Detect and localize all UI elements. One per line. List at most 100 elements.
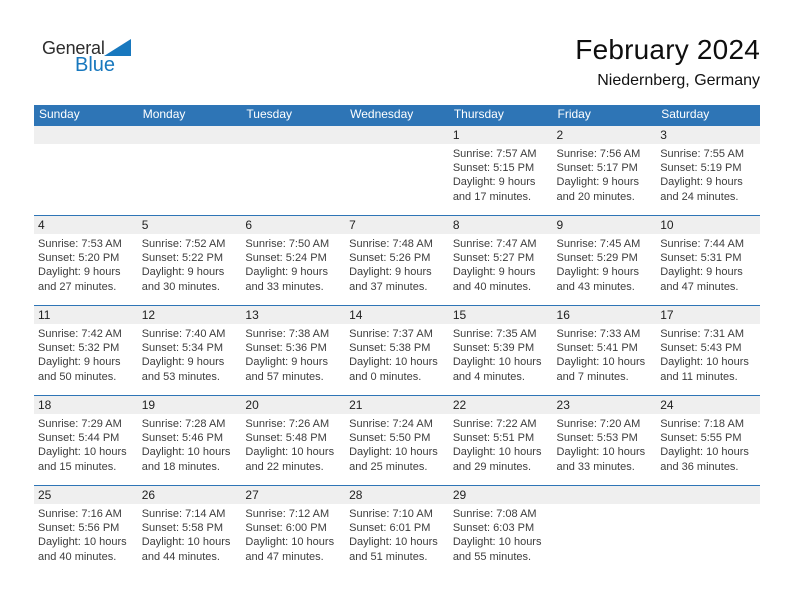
cell-body: Sunrise: 7:47 AM Sunset: 5:27 PM Daylight:… [449, 234, 553, 295]
date-strip: 6 [241, 215, 346, 234]
day-cell-empty [34, 124, 138, 215]
cell-body: Sunrise: 7:57 AM Sunset: 5:15 PM Daylight:… [449, 144, 553, 205]
date-strip: 11 [34, 305, 138, 324]
sunrise-text: Sunrise: 7:24 AM [349, 417, 433, 430]
day-cell-empty [552, 484, 657, 575]
day-cell: 21 Sunrise: 7:24 AM Sunset: 5:50 PM Dayligh… [345, 394, 449, 485]
date-strip: 27 [241, 485, 346, 504]
sunrise-text: Sunrise: 7:40 AM [141, 327, 226, 340]
cell-body: Sunrise: 7:42 AM Sunset: 5:32 PM Daylight:… [34, 324, 138, 385]
day-cell: 7 Sunrise: 7:48 AM Sunset: 5:26 PM Daylight… [345, 214, 449, 305]
daylight-text: Daylight: 10 hours and 11 minutes. [660, 356, 749, 383]
day-cell: 12 Sunrise: 7:40 AM Sunset: 5:34 PM Dayligh… [137, 304, 242, 395]
calendar-body: 1 Sunrise: 7:57 AM Sunset: 5:15 PM Daylight… [34, 124, 760, 575]
calendar-table: Sunday Monday Tuesday Wednesday Thursday… [34, 105, 760, 575]
cell-body: Sunrise: 7:52 AM Sunset: 5:22 PM Daylight:… [138, 234, 242, 295]
date-number: 1 [452, 127, 460, 142]
date-number: 27 [245, 487, 259, 502]
sunrise-text: Sunrise: 7:57 AM [452, 147, 537, 160]
day-header-friday: Friday [552, 105, 657, 125]
date-strip [552, 485, 657, 504]
date-strip: 8 [448, 215, 553, 234]
day-cell: 23 Sunrise: 7:20 AM Sunset: 5:53 PM Dayligh… [552, 394, 657, 485]
day-cell-empty [241, 124, 346, 215]
sunrise-text: Sunrise: 7:31 AM [660, 327, 744, 340]
date-number: 4 [38, 217, 45, 232]
sunset-text: Sunset: 6:01 PM [349, 521, 431, 534]
date-strip: 2 [552, 125, 657, 144]
cell-body: Sunrise: 7:33 AM Sunset: 5:41 PM Daylight:… [553, 324, 657, 385]
date-strip: 18 [34, 395, 138, 414]
sunset-text: Sunset: 5:20 PM [38, 251, 120, 264]
day-cell: 18 Sunrise: 7:29 AM Sunset: 5:44 PM Dayligh… [34, 394, 138, 485]
sunset-text: Sunset: 5:41 PM [556, 341, 638, 354]
day-cell: 8 Sunrise: 7:47 AM Sunset: 5:27 PM Daylight… [448, 214, 553, 305]
sunset-text: Sunset: 5:46 PM [141, 431, 224, 444]
date-number: 12 [141, 307, 156, 322]
sunrise-text: Sunrise: 7:38 AM [245, 327, 330, 340]
day-cell: 27 Sunrise: 7:12 AM Sunset: 6:00 PM Dayligh… [241, 484, 346, 575]
sunset-text: Sunset: 5:50 PM [349, 431, 431, 444]
sunset-text: Sunset: 5:19 PM [660, 161, 742, 174]
date-number: 11 [38, 307, 51, 322]
logo-triangle-icon [104, 39, 131, 61]
sunset-text: Sunset: 5:44 PM [38, 431, 120, 444]
cell-body: Sunrise: 7:38 AM Sunset: 5:36 PM Daylight:… [241, 324, 345, 385]
sunrise-text: Sunrise: 7:56 AM [556, 147, 641, 160]
day-cell: 16 Sunrise: 7:33 AM Sunset: 5:41 PM Dayligh… [552, 304, 657, 395]
date-strip: 17 [656, 305, 760, 324]
sunset-text: Sunset: 5:36 PM [245, 341, 327, 354]
day-cell: 5 Sunrise: 7:52 AM Sunset: 5:22 PM Daylight… [137, 214, 242, 305]
date-strip: 4 [34, 215, 138, 234]
sunrise-text: Sunrise: 7:44 AM [660, 237, 744, 250]
date-number: 7 [349, 217, 356, 232]
daylight-text: Daylight: 9 hours and 40 minutes. [452, 266, 536, 293]
daylight-text: Daylight: 10 hours and 7 minutes. [556, 356, 646, 383]
day-cell: 15 Sunrise: 7:35 AM Sunset: 5:39 PM Dayligh… [448, 304, 553, 395]
sunset-text: Sunset: 5:43 PM [660, 341, 742, 354]
cell-body: Sunrise: 7:08 AM Sunset: 6:03 PM Daylight:… [449, 504, 553, 565]
daylight-text: Daylight: 9 hours and 27 minutes. [38, 266, 121, 293]
cell-body: Sunrise: 7:45 AM Sunset: 5:29 PM Daylight:… [553, 234, 657, 295]
date-strip: 3 [656, 125, 760, 144]
day-cell: 9 Sunrise: 7:45 AM Sunset: 5:29 PM Daylight… [552, 214, 657, 305]
sunrise-text: Sunrise: 7:10 AM [349, 507, 433, 520]
sunrise-text: Sunrise: 7:42 AM [38, 327, 122, 340]
cell-body [656, 504, 760, 507]
sunrise-text: Sunrise: 7:35 AM [452, 327, 537, 340]
sunset-text: Sunset: 5:38 PM [349, 341, 431, 354]
day-header-wednesday: Wednesday [345, 105, 449, 125]
day-cell: 29 Sunrise: 7:08 AM Sunset: 6:03 PM Dayligh… [448, 484, 553, 575]
cell-body: Sunrise: 7:14 AM Sunset: 5:58 PM Daylight:… [138, 504, 242, 565]
day-header-sunday: Sunday [34, 105, 138, 125]
sunset-text: Sunset: 5:15 PM [452, 161, 535, 174]
cell-body: Sunrise: 7:22 AM Sunset: 5:51 PM Daylight:… [449, 414, 553, 475]
date-number: 26 [141, 487, 156, 502]
date-number: 28 [349, 487, 363, 502]
date-number: 5 [141, 217, 149, 232]
sunset-text: Sunset: 6:00 PM [245, 521, 327, 534]
day-cell: 11 Sunrise: 7:42 AM Sunset: 5:32 PM Dayligh… [34, 304, 138, 395]
sunset-text: Sunset: 5:31 PM [660, 251, 742, 264]
cell-body: Sunrise: 7:10 AM Sunset: 6:01 PM Daylight:… [345, 504, 449, 565]
date-number: 25 [38, 487, 52, 502]
day-cell: 19 Sunrise: 7:28 AM Sunset: 5:46 PM Dayligh… [137, 394, 242, 485]
date-strip: 14 [345, 305, 449, 324]
sunset-text: Sunset: 5:26 PM [349, 251, 431, 264]
sunset-text: Sunset: 5:17 PM [556, 161, 638, 174]
title-block: February 2024 Niedernberg, Germany [575, 34, 760, 91]
day-cell: 14 Sunrise: 7:37 AM Sunset: 5:38 PM Dayligh… [345, 304, 449, 395]
sunrise-text: Sunrise: 7:08 AM [452, 507, 537, 520]
sunset-text: Sunset: 5:55 PM [660, 431, 742, 444]
day-header-saturday: Saturday [656, 105, 760, 125]
daylight-text: Daylight: 9 hours and 33 minutes. [245, 266, 328, 293]
date-number: 24 [660, 397, 674, 412]
day-cell: 28 Sunrise: 7:10 AM Sunset: 6:01 PM Dayligh… [345, 484, 449, 575]
day-cell: 13 Sunrise: 7:38 AM Sunset: 5:36 PM Dayligh… [241, 304, 346, 395]
week-row: 4 Sunrise: 7:53 AM Sunset: 5:20 PM Daylight… [34, 214, 760, 305]
sunrise-text: Sunrise: 7:45 AM [556, 237, 641, 250]
cell-body: Sunrise: 7:12 AM Sunset: 6:00 PM Daylight:… [241, 504, 345, 565]
date-number: 16 [556, 307, 570, 322]
daylight-text: Daylight: 10 hours and 36 minutes. [660, 446, 749, 473]
day-cell-empty [656, 484, 760, 575]
